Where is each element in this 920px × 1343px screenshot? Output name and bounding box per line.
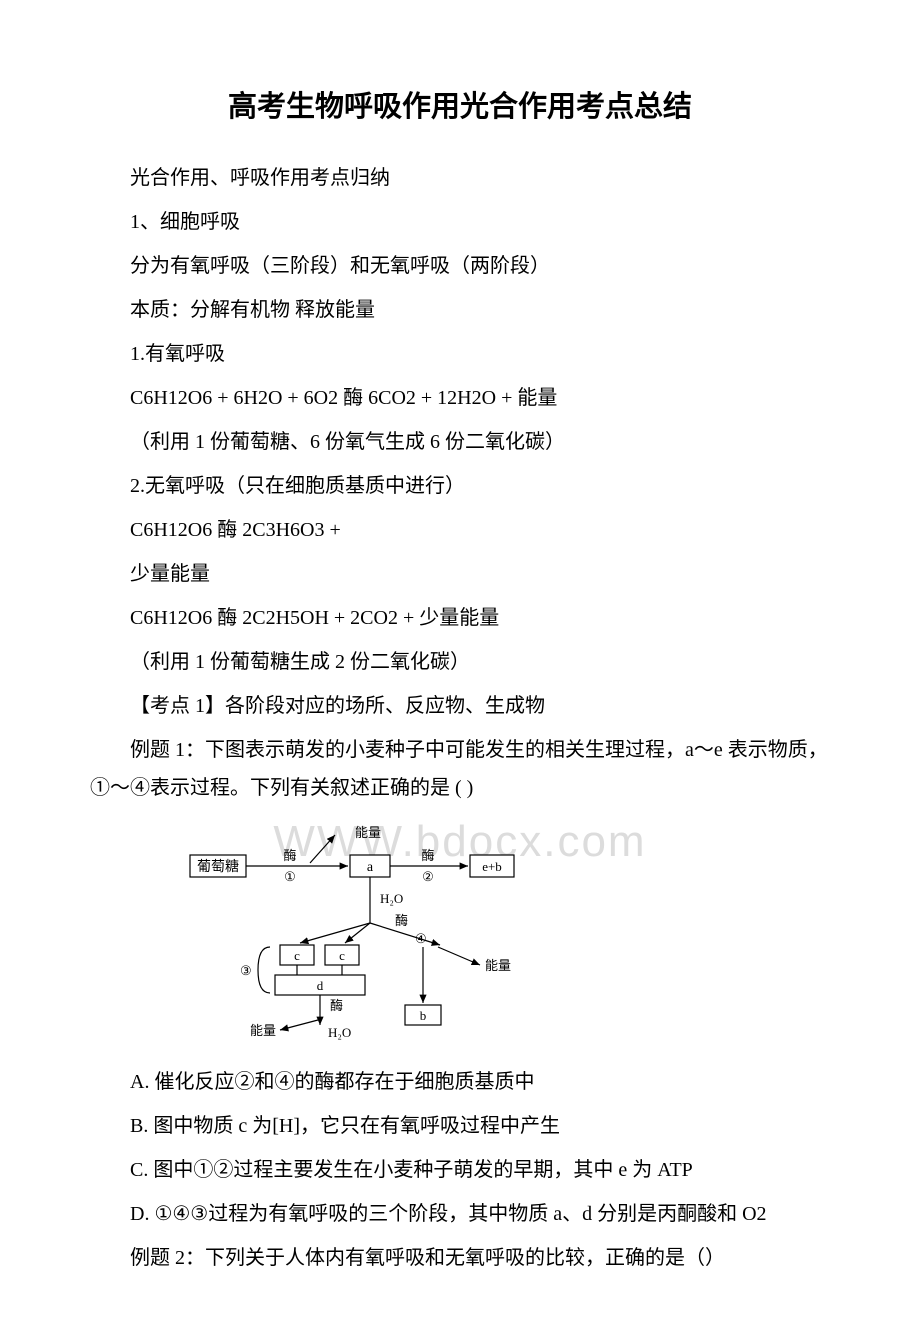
page: WWW.bdocx.com 高考生物呼吸作用光合作用考点总结 光合作用、呼吸作用… — [90, 80, 830, 1277]
label-n3: ③ — [240, 963, 252, 978]
body-line: C6H12O6 酶 2C3H6O3 + — [90, 511, 830, 549]
body-line: 光合作用、呼吸作用考点归纳 — [90, 159, 830, 197]
body-line: C6H12O6 酶 2C2H5OH + 2CO2 + 少量能量 — [90, 599, 830, 637]
body-line: C6H12O6 + 6H2O + 6O2 酶 6CO2 + 12H2O + 能量 — [90, 379, 830, 417]
body-line: 2.无氧呼吸（只在细胞质基质中进行） — [90, 467, 830, 505]
body-line: 【考点 1】各阶段对应的场所、反应物、生成物 — [90, 687, 830, 725]
label-mei-3: 酶 — [330, 998, 343, 1013]
body-line: 分为有氧呼吸（三阶段）和无氧呼吸（两阶段） — [90, 247, 830, 285]
label-h2o-top: H₂O — [380, 891, 403, 906]
body-line: A. 催化反应②和④的酶都存在于细胞质基质中 — [90, 1063, 830, 1101]
label-mei-4: 酶 — [395, 913, 408, 928]
body-line: （利用 1 份葡萄糖、6 份氧气生成 6 份二氧化碳） — [90, 423, 830, 461]
label-a: a — [367, 860, 374, 875]
label-mei-2: 酶 — [421, 848, 434, 863]
label-c2: c — [339, 948, 345, 963]
body-line: 少量能量 — [90, 555, 830, 593]
page-title: 高考生物呼吸作用光合作用考点总结 — [90, 80, 830, 135]
label-energy-bl: 能量 — [250, 1023, 276, 1038]
body-line: （利用 1 份葡萄糖生成 2 份二氧化碳） — [90, 643, 830, 681]
label-glucose: 葡萄糖 — [197, 859, 239, 875]
label-h2o-b: H₂O — [328, 1025, 351, 1040]
label-n4: ④ — [415, 931, 427, 946]
label-d: d — [317, 978, 324, 993]
label-mei: 酶 — [283, 848, 296, 863]
label-n1: ① — [284, 869, 296, 884]
label-n2: ② — [422, 869, 434, 884]
body-line: 例题 1：下图表示萌发的小麦种子中可能发生的相关生理过程，a～e 表示物质，①～… — [90, 731, 830, 807]
body-line: 1.有氧呼吸 — [90, 335, 830, 373]
label-eb: e+b — [482, 859, 502, 874]
body-line: D. ①④③过程为有氧呼吸的三个阶段，其中物质 a、d 分别是丙酮酸和 O2 — [90, 1195, 830, 1233]
diagram-svg: 葡萄糖 酶 ① 能量 a 酶 ② e+b H₂O 酶 ④ — [180, 825, 540, 1045]
label-energy-right: 能量 — [485, 958, 511, 973]
body-line: B. 图中物质 c 为[H]，它只在有氧呼吸过程中产生 — [90, 1107, 830, 1145]
body-line: 本质：分解有机物 释放能量 — [90, 291, 830, 329]
flow-diagram: 葡萄糖 酶 ① 能量 a 酶 ② e+b H₂O 酶 ④ — [180, 825, 830, 1045]
body-line: C. 图中①②过程主要发生在小麦种子萌发的早期，其中 e 为 ATP — [90, 1151, 830, 1189]
label-energy-top: 能量 — [355, 825, 381, 840]
label-b: b — [420, 1008, 427, 1023]
body-line: 例题 2：下列关于人体内有氧呼吸和无氧呼吸的比较，正确的是（） — [90, 1239, 830, 1277]
body-line: 1、细胞呼吸 — [90, 203, 830, 241]
label-c1: c — [294, 948, 300, 963]
